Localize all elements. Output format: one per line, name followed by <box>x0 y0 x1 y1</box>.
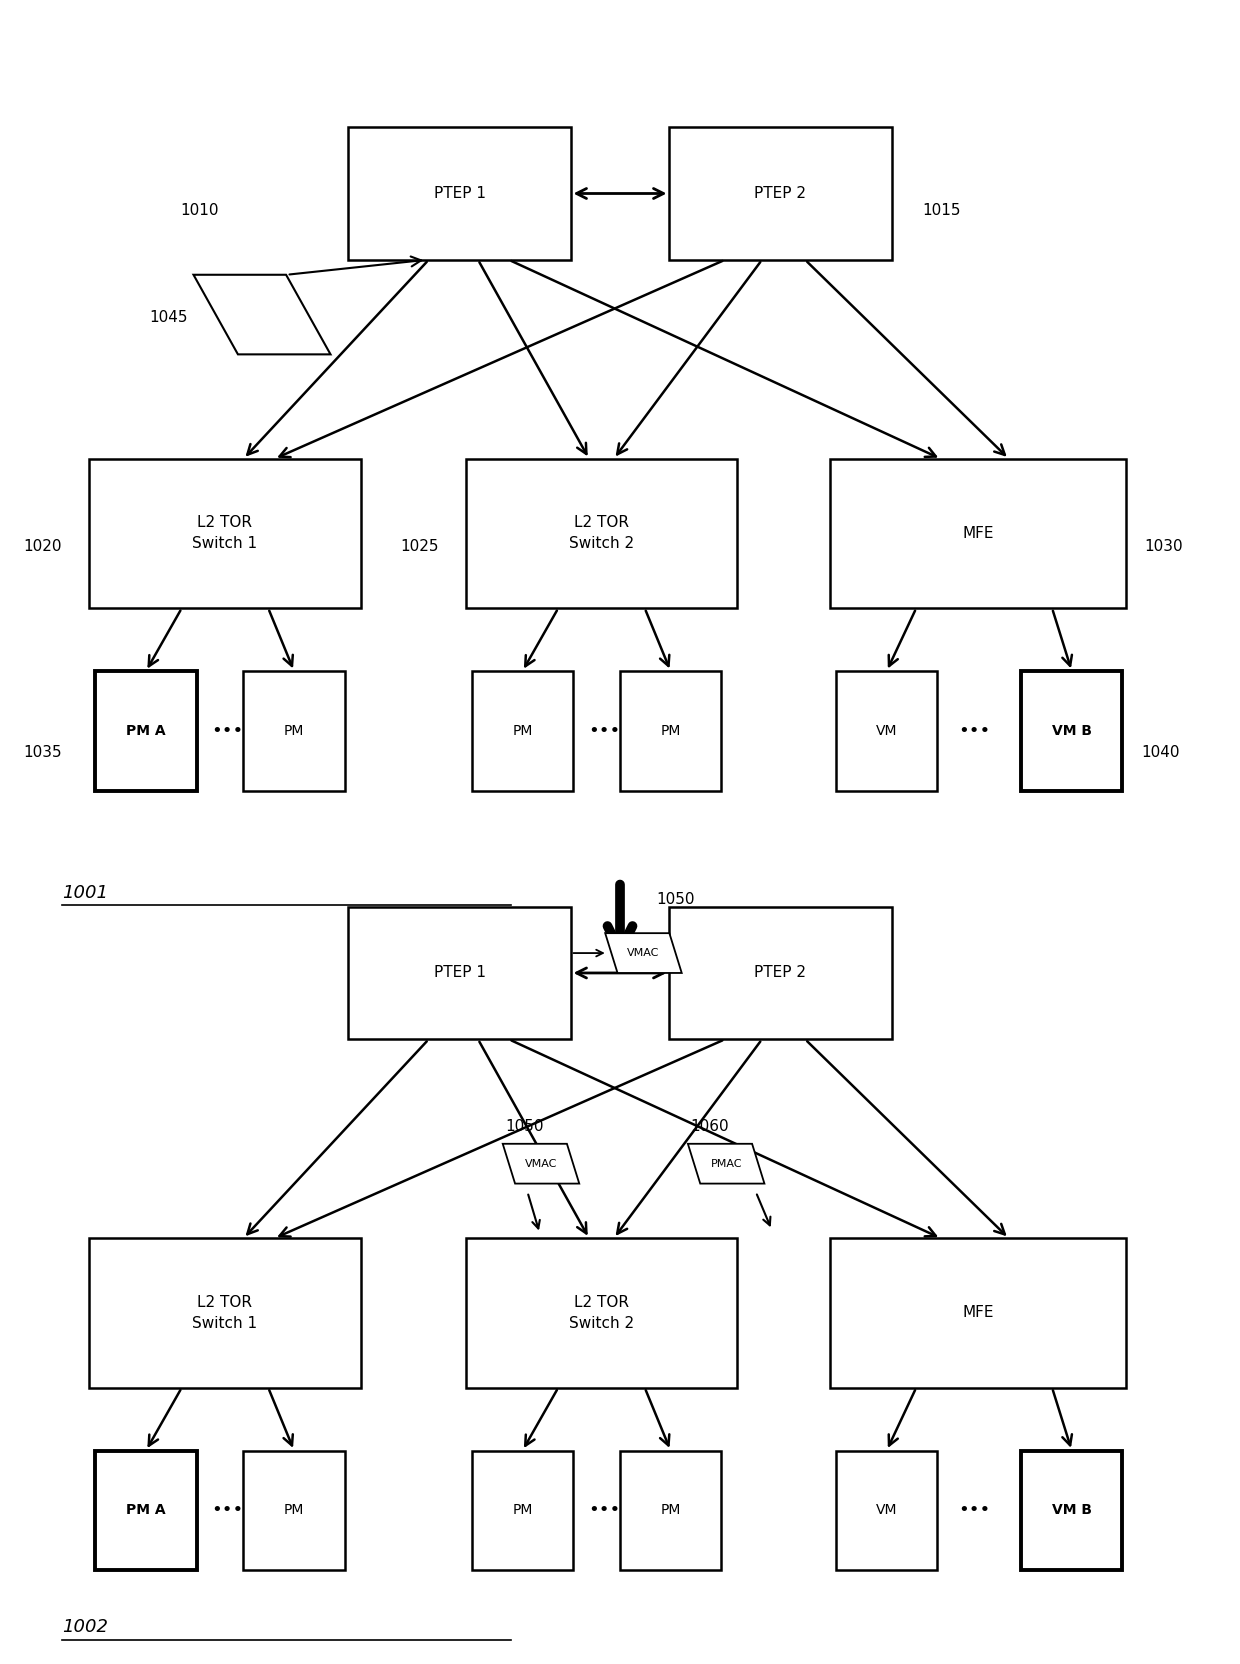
Text: MFE: MFE <box>962 1306 993 1321</box>
Text: 1015: 1015 <box>923 203 961 218</box>
Text: 1045: 1045 <box>150 311 188 326</box>
Text: L2 TOR
Switch 2: L2 TOR Switch 2 <box>569 516 634 551</box>
Text: PTEP 1: PTEP 1 <box>434 965 486 980</box>
Text: L2 TOR
Switch 1: L2 TOR Switch 1 <box>192 516 258 551</box>
Text: VM B: VM B <box>1052 1503 1091 1518</box>
Text: PM: PM <box>661 724 681 737</box>
Text: •••: ••• <box>588 722 620 740</box>
Text: 1060: 1060 <box>691 1118 729 1133</box>
Text: 1035: 1035 <box>24 745 62 760</box>
Text: 1025: 1025 <box>401 539 439 554</box>
Polygon shape <box>193 275 331 354</box>
Text: PMAC: PMAC <box>711 1158 742 1168</box>
Bar <box>620 671 722 790</box>
Polygon shape <box>605 934 682 973</box>
Text: PM: PM <box>284 724 304 737</box>
Bar <box>836 1451 937 1571</box>
Text: VM: VM <box>875 724 898 737</box>
Text: PTEP 1: PTEP 1 <box>434 186 486 201</box>
Bar <box>472 1451 573 1571</box>
Text: MFE: MFE <box>962 526 993 541</box>
Bar <box>836 671 937 790</box>
Text: L2 TOR
Switch 2: L2 TOR Switch 2 <box>569 1295 634 1331</box>
Text: 1020: 1020 <box>24 539 62 554</box>
Bar <box>95 671 197 790</box>
Bar <box>670 907 892 1040</box>
Bar <box>243 1451 345 1571</box>
Text: 1040: 1040 <box>1141 745 1179 760</box>
Bar <box>1022 1451 1122 1571</box>
Bar <box>348 126 570 260</box>
Text: PTEP 2: PTEP 2 <box>754 186 806 201</box>
Text: •••: ••• <box>959 722 991 740</box>
Text: 1002: 1002 <box>62 1619 108 1636</box>
Text: VMAC: VMAC <box>627 948 660 958</box>
Bar <box>95 1451 197 1571</box>
Text: 1010: 1010 <box>180 203 218 218</box>
Bar <box>243 671 345 790</box>
Text: •••: ••• <box>588 1501 620 1519</box>
Text: •••: ••• <box>959 1501 991 1519</box>
Bar <box>466 1238 738 1388</box>
Polygon shape <box>688 1143 764 1183</box>
Text: VMAC: VMAC <box>525 1158 557 1168</box>
Text: 1001: 1001 <box>62 884 108 902</box>
Text: PM: PM <box>661 1503 681 1518</box>
Text: PM: PM <box>512 724 533 737</box>
Bar <box>1022 671 1122 790</box>
Text: L2 TOR
Switch 1: L2 TOR Switch 1 <box>192 1295 258 1331</box>
Polygon shape <box>502 1143 579 1183</box>
Bar <box>830 459 1126 607</box>
Bar <box>620 1451 722 1571</box>
Text: 1050: 1050 <box>505 1118 543 1133</box>
Text: •••: ••• <box>211 722 243 740</box>
Text: PTEP 2: PTEP 2 <box>754 965 806 980</box>
Bar <box>472 671 573 790</box>
Bar <box>89 459 361 607</box>
Bar <box>466 459 738 607</box>
Text: PM A: PM A <box>126 1503 166 1518</box>
Bar <box>670 126 892 260</box>
Bar <box>89 1238 361 1388</box>
Bar <box>830 1238 1126 1388</box>
Text: PM: PM <box>512 1503 533 1518</box>
Text: •••: ••• <box>211 1501 243 1519</box>
Text: PM: PM <box>284 1503 304 1518</box>
Text: VM: VM <box>875 1503 898 1518</box>
Bar <box>348 907 570 1040</box>
Text: PM A: PM A <box>126 724 166 737</box>
Text: 1050: 1050 <box>656 892 694 907</box>
Text: VM B: VM B <box>1052 724 1091 737</box>
Text: 1030: 1030 <box>1145 539 1183 554</box>
